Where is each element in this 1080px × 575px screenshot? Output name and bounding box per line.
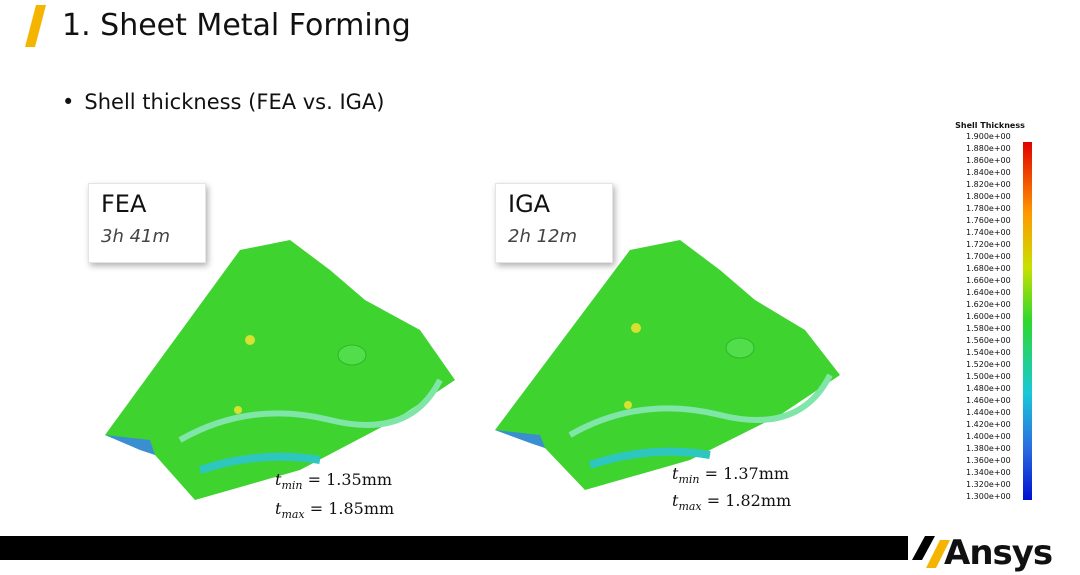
- subscript: max: [281, 508, 305, 522]
- value: 1.85mm: [328, 499, 395, 518]
- legend-label: 1.520e+00: [966, 360, 1011, 369]
- symbol: t: [672, 491, 679, 510]
- legend-label: 1.700e+00: [966, 252, 1011, 261]
- fea-mesh: [105, 240, 455, 500]
- relation: =: [706, 491, 721, 510]
- symbol: t: [275, 499, 282, 518]
- legend-label: 1.560e+00: [966, 336, 1011, 345]
- subscript: min: [678, 473, 700, 487]
- iga-mesh: [495, 240, 840, 490]
- legend-label: 1.740e+00: [966, 228, 1011, 237]
- value: 1.35mm: [326, 470, 393, 489]
- legend-label: 1.360e+00: [966, 456, 1011, 465]
- method: IGA: [508, 190, 551, 218]
- legend-label: 1.880e+00: [966, 144, 1011, 153]
- legend-label: 1.600e+00: [966, 312, 1011, 321]
- equation: tmin = 1.35mm: [275, 470, 392, 492]
- bullet: Shell thickness (FEA vs. IGA): [62, 90, 384, 114]
- legend-label: 1.580e+00: [966, 324, 1011, 333]
- slide-title: 1. Sheet Metal Forming: [62, 8, 411, 43]
- legend-label: 1.780e+00: [966, 204, 1011, 213]
- legend-label: 1.680e+00: [966, 264, 1011, 273]
- legend-label: 1.420e+00: [966, 420, 1011, 429]
- legend-label: 1.820e+00: [966, 180, 1011, 189]
- symbol: t: [672, 464, 679, 483]
- fea-card: FEA 3h 41m: [88, 183, 206, 263]
- legend-label: 1.440e+00: [966, 408, 1011, 417]
- legend-label: 1.500e+00: [966, 372, 1011, 381]
- legend-label: 1.800e+00: [966, 192, 1011, 201]
- logo: Ansys: [944, 533, 1053, 573]
- legend-label: 1.760e+00: [966, 216, 1011, 225]
- legend-label: 1.840e+00: [966, 168, 1011, 177]
- color-bar: [1023, 142, 1032, 500]
- relation: =: [704, 464, 718, 483]
- logo-slash: [926, 540, 950, 568]
- equation: tmax = 1.85mm: [275, 499, 394, 521]
- legend-label: 1.400e+00: [966, 432, 1011, 441]
- legend-title: Shell Thickness: [955, 121, 1025, 130]
- legend-label: 1.540e+00: [966, 348, 1011, 357]
- iga-card: IGA 2h 12m: [495, 183, 613, 263]
- legend-label: 1.460e+00: [966, 396, 1011, 405]
- value: 1.37mm: [723, 464, 790, 483]
- subscript: min: [281, 479, 303, 493]
- time: 3h 41m: [101, 226, 171, 247]
- time: 2h 12m: [508, 226, 578, 247]
- legend-label: 1.480e+00: [966, 384, 1011, 393]
- legend-label: 1.860e+00: [966, 156, 1011, 165]
- equation: tmin = 1.37mm: [672, 464, 789, 486]
- legend-label: 1.660e+00: [966, 276, 1011, 285]
- legend-label: 1.320e+00: [966, 480, 1011, 489]
- footer-bar: [0, 536, 908, 560]
- symbol: t: [275, 470, 282, 489]
- relation: =: [309, 499, 324, 518]
- subscript: max: [678, 500, 702, 514]
- footer-slash: [912, 536, 935, 560]
- legend-label: 1.640e+00: [966, 288, 1011, 297]
- equation: tmax = 1.82mm: [672, 491, 791, 513]
- method: FEA: [101, 190, 147, 218]
- legend-label: 1.380e+00: [966, 444, 1011, 453]
- legend-label: 1.900e+00: [966, 132, 1011, 141]
- legend-label: 1.720e+00: [966, 240, 1011, 249]
- accent-slash: [25, 5, 46, 47]
- legend-label: 1.300e+00: [966, 492, 1011, 501]
- legend-label: 1.340e+00: [966, 468, 1011, 477]
- legend-label: 1.620e+00: [966, 300, 1011, 309]
- value: 1.82mm: [725, 491, 792, 510]
- relation: =: [307, 470, 321, 489]
